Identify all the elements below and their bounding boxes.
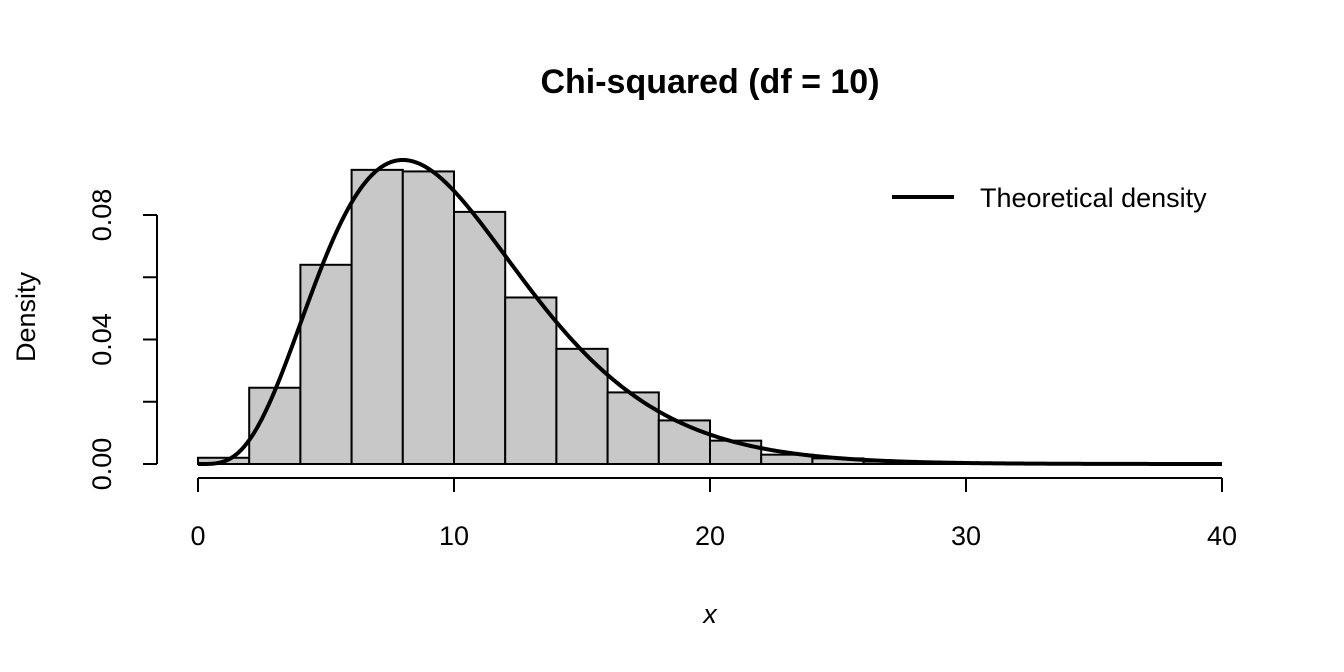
x-axis-title: x (701, 599, 718, 629)
y-tick-label: 0.04 (87, 313, 117, 366)
histogram-bars (197, 168, 1019, 466)
x-tick-label: 30 (951, 521, 981, 551)
y-axis-title: Density (11, 271, 41, 362)
x-tick-label: 20 (695, 521, 725, 551)
x-axis: 0 10 20 30 40 (190, 477, 1237, 551)
x-tick-label: 40 (1207, 521, 1237, 551)
x-tick-label: 10 (439, 521, 469, 551)
histogram-bar (401, 170, 455, 466)
density-curve (198, 157, 1222, 466)
histogram-bar (657, 419, 711, 465)
histogram-bar (299, 263, 353, 465)
legend: Theoretical density (892, 183, 1207, 213)
legend-label: Theoretical density (980, 183, 1207, 213)
histogram-bar (350, 168, 404, 465)
histogram-bar (504, 296, 558, 466)
chart-title: Chi-squared (df = 10) (540, 63, 879, 101)
y-tick-label: 0.00 (87, 438, 117, 491)
y-axis: 0.00 0.04 0.08 (87, 189, 158, 491)
histogram-bar (606, 391, 660, 466)
y-tick-label: 0.08 (87, 189, 117, 242)
histogram-bar (453, 210, 507, 465)
x-tick-label: 0 (190, 521, 205, 551)
